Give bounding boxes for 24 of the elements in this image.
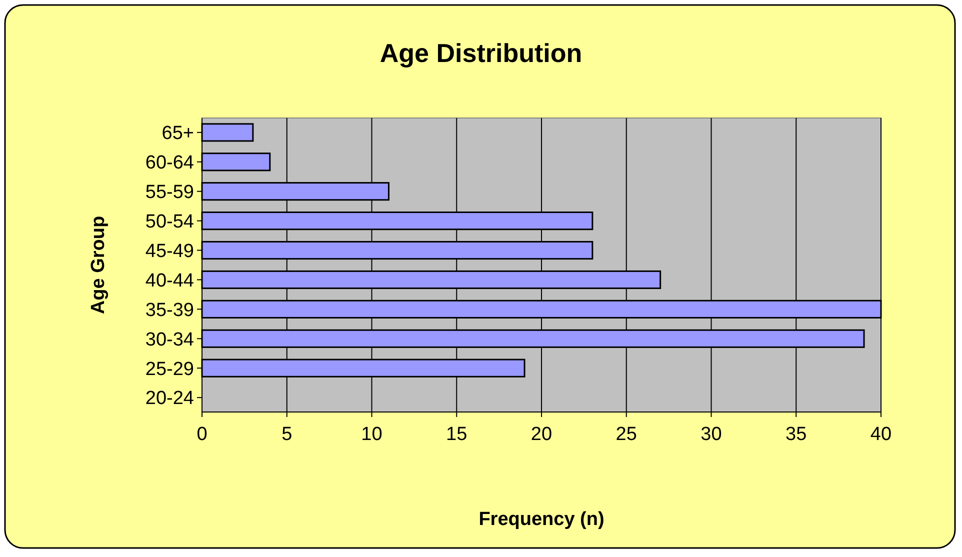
y-axis-title: Age Group (88, 216, 109, 314)
y-tick-label: 20-24 (145, 388, 194, 410)
x-tick-label: 35 (786, 424, 807, 445)
x-tick-label: 30 (700, 424, 722, 445)
x-tick-label: 10 (361, 424, 382, 445)
y-tick-label: 45-49 (145, 240, 194, 262)
bar (201, 152, 271, 172)
y-tick-label: 35-39 (145, 300, 194, 321)
x-tick-label: 15 (446, 424, 468, 445)
bar (201, 123, 254, 142)
y-tick-label: 60-64 (145, 152, 194, 174)
x-tick-label: 25 (616, 424, 637, 445)
y-tick-label: 40-44 (145, 270, 194, 292)
y-tick-label: 55-59 (145, 182, 194, 204)
x-tick-label: 20 (530, 424, 552, 445)
x-tick-label: 5 (282, 424, 292, 445)
y-tick-label: 25-29 (145, 358, 194, 380)
x-tick-label: 0 (196, 424, 208, 445)
x-tick-label: 40 (870, 424, 892, 445)
chart-title: Age Distribution (380, 38, 582, 68)
y-tick-label: 30-34 (145, 329, 194, 350)
y-tick-label: 50-54 (145, 211, 194, 232)
y-tick-label: 65+ (162, 123, 194, 144)
x-axis-title: Frequency (n) (478, 509, 604, 530)
